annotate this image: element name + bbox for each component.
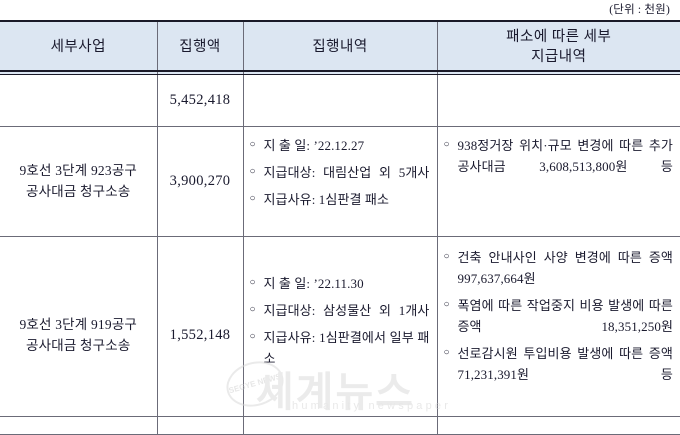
row-detail: ○ 지 출 일: ’22.11.30 ○ 지급대상: 삼성물산 외 1개사 ○ … <box>242 236 438 435</box>
list-item: ○ 지급사유: 1심판결에서 일부 패소 <box>249 327 430 369</box>
list-item-text: 지급대상: 삼성물산 외 1개사 <box>263 303 430 319</box>
list-item-text: 지급사유: 1심판결 패소 <box>263 192 390 208</box>
row-payout: ○ 938정거장 위치·규모 변경에 따른 추가공사대금 3,608,513,8… <box>436 126 680 237</box>
row-amount: 1,552,148 <box>156 236 244 435</box>
col-header-payout: 패소에 따른 세부 지급내역 <box>436 20 680 75</box>
bullet-icon: ○ <box>249 139 256 150</box>
summary-amount: 5,452,418 <box>156 74 244 127</box>
col-header-subject: 세부사업 <box>0 20 158 75</box>
list-item-text: 건축 안내사인 사양 변경에 따른 증액 997,637,664원 <box>457 250 673 287</box>
row-subject: 9호선 3단계 919공구 공사대금 청구소송 <box>0 236 158 435</box>
payout-list: ○ 938정거장 위치·규모 변경에 따른 추가공사대금 3,608,513,8… <box>443 135 674 177</box>
row-subject-line1: 9호선 3단계 919공구 <box>19 317 138 333</box>
list-item: ○ 지급대상: 대림산업 외 5개사 <box>249 162 430 183</box>
detail-list: ○ 지 출 일: ’22.11.30 ○ 지급대상: 삼성물산 외 1개사 ○ … <box>249 273 430 369</box>
row-subject-line2: 공사대금 청구소송 <box>25 183 131 199</box>
table-bottom-rule <box>0 416 680 417</box>
list-item-text: 938정거장 위치·규모 변경에 따른 추가공사대금 3,608,513,800… <box>457 138 673 175</box>
list-item-text: 폭염에 따른 작업중지 비용 발생에 따른 증액 18,351,250원 <box>457 298 673 335</box>
list-item-text: 지급사유: 1심판결에서 일부 패소 <box>263 330 430 367</box>
bullet-icon: ○ <box>249 166 256 178</box>
row-subject-line2: 공사대금 청구소송 <box>25 337 131 353</box>
bullet-icon: ○ <box>249 277 256 288</box>
list-item-text: 선로감시원 투입비용 발생에 따른 증액 71,231,391원 등 <box>457 346 673 383</box>
col-header-amount: 집행액 <box>156 20 244 75</box>
table-header: 세부사업 집행액 집행내역 패소에 따른 세부 지급내역 <box>0 20 680 75</box>
list-item: ○ 폭염에 따른 작업중지 비용 발생에 따른 증액 18,351,250원 <box>443 295 674 337</box>
col-header-detail: 집행내역 <box>242 20 438 75</box>
list-item-text: 지 출 일: ’22.11.30 <box>263 276 364 291</box>
bullet-icon: ○ <box>443 299 450 311</box>
summary-payout <box>436 74 680 127</box>
table-row-summary: 5,452,418 <box>0 74 680 127</box>
bullet-icon: ○ <box>249 304 256 316</box>
bullet-icon: ○ <box>443 251 450 262</box>
list-item: ○ 지급사유: 1심판결 패소 <box>249 189 430 210</box>
row-amount: 3,900,270 <box>156 126 244 237</box>
bullet-icon: ○ <box>443 139 450 150</box>
bullet-icon: ○ <box>443 347 450 359</box>
summary-detail <box>242 74 438 127</box>
summary-subject <box>0 74 158 127</box>
list-item: ○ 지 출 일: ’22.11.30 <box>249 273 430 294</box>
list-item-text: 지급대상: 대림산업 외 5개사 <box>263 165 430 181</box>
col-header-payout-line1: 패소에 따른 세부 <box>506 29 612 46</box>
list-item: ○ 건축 안내사인 사양 변경에 따른 증액 997,637,664원 <box>443 247 674 289</box>
list-item: ○ 지급대상: 삼성물산 외 1개사 <box>249 300 430 321</box>
list-item: ○ 선로감시원 투입비용 발생에 따른 증액 71,231,391원 등 <box>443 343 674 385</box>
list-item-text: 지 출 일: ’22.12.27 <box>263 138 365 153</box>
bullet-icon: ○ <box>249 193 256 205</box>
header-double-rule <box>0 70 680 72</box>
detail-list: ○ 지 출 일: ’22.12.27 ○ 지급대상: 대림산업 외 5개사 ○ … <box>249 135 430 210</box>
header-row: 세부사업 집행액 집행내역 패소에 따른 세부 지급내역 <box>0 20 680 75</box>
row-payout: ○ 건축 안내사인 사양 변경에 따른 증액 997,637,664원 ○ 폭염… <box>436 236 680 435</box>
table-row: 9호선 3단계 923공구 공사대금 청구소송 3,900,270 ○ 지 출 … <box>0 126 680 237</box>
col-header-payout-line2: 지급내역 <box>531 49 587 65</box>
list-item: ○ 지 출 일: ’22.12.27 <box>249 135 430 156</box>
bullet-icon: ○ <box>249 331 256 343</box>
unit-note: (단위 : 천원) <box>609 4 670 16</box>
execution-details-table: 세부사업 집행액 집행내역 패소에 따른 세부 지급내역 5,452,418 9… <box>0 20 680 435</box>
row-subject: 9호선 3단계 923공구 공사대금 청구소송 <box>0 126 158 237</box>
table-body: 5,452,418 9호선 3단계 923공구 공사대금 청구소송 3,900,… <box>0 74 680 435</box>
list-item: ○ 938정거장 위치·규모 변경에 따른 추가공사대금 3,608,513,8… <box>443 135 674 177</box>
row-detail: ○ 지 출 일: ’22.12.27 ○ 지급대상: 대림산업 외 5개사 ○ … <box>242 126 438 237</box>
payout-list: ○ 건축 안내사인 사양 변경에 따른 증액 997,637,664원 ○ 폭염… <box>443 247 674 385</box>
row-subject-line1: 9호선 3단계 923공구 <box>19 163 138 179</box>
table-row: 9호선 3단계 919공구 공사대금 청구소송 1,552,148 ○ 지 출 … <box>0 236 680 435</box>
